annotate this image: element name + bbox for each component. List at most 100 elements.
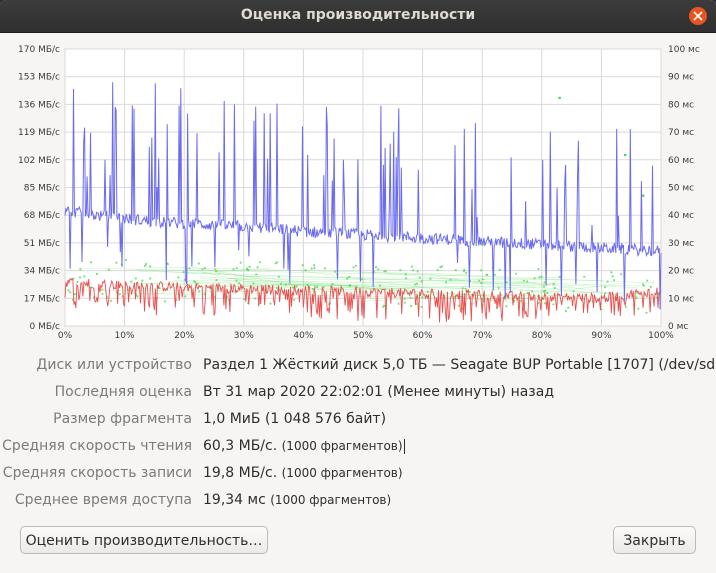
sample-size-value: 1,0 МиБ (1 048 576 байт) — [203, 411, 387, 427]
access-time-point — [334, 270, 337, 273]
access-time-point — [624, 305, 627, 308]
access-time-point — [420, 305, 423, 309]
access-time-point — [418, 276, 421, 279]
y-tick-label-right: 0 мс — [668, 322, 688, 332]
info-row-device: Диск или устройство Раздел 1 Жёсткий дис… — [0, 353, 716, 377]
access-time-link — [443, 279, 641, 287]
access-time-point — [275, 287, 278, 290]
access-time-point — [642, 284, 646, 287]
info-row-last-benchmark: Последняя оценка Вт 31 мар 2020 22:02:01… — [0, 380, 716, 404]
access-time-point — [505, 305, 508, 308]
y-tick-label-right: 80 мс — [668, 100, 694, 110]
access-time-point — [269, 302, 272, 305]
access-time-point — [311, 288, 314, 291]
access-time-point — [533, 277, 536, 280]
access-time-point — [177, 276, 180, 279]
access-time-point — [149, 265, 152, 268]
access-time-link — [502, 290, 601, 301]
access-time-point — [480, 269, 483, 272]
access-time-point — [498, 268, 501, 271]
access-time-point — [232, 268, 235, 271]
titlebar: Оценка производительности — [0, 0, 716, 33]
access-time-link — [543, 279, 563, 287]
close-button[interactable]: Закрыть — [613, 526, 696, 554]
access-time-point — [410, 265, 413, 268]
x-tick-label: 10% — [115, 331, 135, 341]
y-tick-label-right: 50 мс — [668, 184, 694, 194]
access-time-point — [203, 266, 206, 270]
access-time-link — [175, 280, 423, 283]
access-time-point — [410, 304, 413, 308]
access-time-point — [620, 273, 623, 276]
access-time-point — [188, 267, 191, 270]
access-time-link — [386, 273, 642, 298]
access-time-link — [138, 270, 637, 288]
y-tick-label-right: 90 мс — [668, 73, 694, 83]
device-value: Раздел 1 Жёсткий диск 5,0 ТБ — Seagate B… — [203, 357, 716, 373]
access-time-link — [218, 267, 227, 275]
access-time-point — [454, 269, 457, 272]
access-time-point — [215, 279, 218, 282]
access-time-point — [405, 277, 408, 280]
access-time-link — [144, 282, 536, 288]
access-time-point — [377, 268, 380, 271]
write-rate-label: Средняя скорость записи — [2, 465, 192, 481]
access-time-point — [354, 264, 357, 267]
access-time-point — [493, 273, 496, 276]
access-time-point — [649, 285, 652, 288]
access-time-point — [604, 286, 607, 289]
access-time-point — [238, 282, 241, 285]
start-benchmark-button[interactable]: Оценить производительность… — [20, 526, 268, 554]
y-tick-label-left: 0 МБ/с — [29, 322, 60, 332]
x-tick-label: 40% — [293, 331, 313, 341]
access-time-point — [196, 282, 199, 285]
access-time-point — [558, 96, 561, 100]
access-time-point — [248, 265, 251, 268]
access-time-point — [611, 275, 614, 278]
access-time-point — [322, 285, 325, 289]
info-row-sample-size: Размер фрагмента 1,0 МиБ (1 048 576 байт… — [0, 407, 716, 431]
access-time-point — [316, 286, 319, 289]
access-time-point — [201, 268, 204, 271]
access-time-point — [505, 281, 508, 284]
access-time-point — [404, 273, 407, 276]
access-time-point — [239, 261, 242, 264]
access-time-point — [409, 296, 412, 299]
x-tick-label: 50% — [353, 331, 373, 341]
access-time-point — [567, 306, 570, 309]
sample-size-label: Размер фрагмента — [53, 411, 192, 427]
access-time-point — [348, 275, 351, 279]
access-time-point — [89, 261, 93, 264]
window-title: Оценка производительности — [240, 7, 476, 23]
access-time-point — [277, 275, 280, 278]
access-time-point — [538, 276, 541, 279]
y-tick-label-right: 30 мс — [668, 239, 694, 249]
y-tick-label-left: 68 МБ/с — [24, 211, 60, 221]
access-time-point — [284, 283, 287, 286]
x-tick-label: 70% — [472, 331, 492, 341]
close-window-button[interactable] — [689, 7, 707, 25]
access-time-point — [540, 275, 543, 278]
read-rate-label: Средняя скорость чтения — [2, 438, 192, 454]
access-time-point — [463, 268, 466, 271]
access-time-point — [214, 268, 217, 271]
x-tick-label: 90% — [591, 331, 611, 341]
access-time-point — [531, 290, 534, 293]
access-time-link — [506, 280, 594, 291]
access-time-point — [274, 262, 277, 265]
read-rate-line — [64, 82, 662, 310]
access-time-link — [361, 272, 656, 284]
access-time-point — [445, 281, 448, 284]
write-rate-line — [64, 277, 662, 323]
access-time-point — [497, 286, 500, 289]
access-time-point — [313, 285, 316, 289]
access-time-point — [526, 291, 529, 295]
write-rate-value: 19,8 МБ/с. (1000 фрагментов) — [203, 465, 403, 481]
access-time-point — [255, 273, 258, 276]
y-tick-label-right: 100 мс — [668, 45, 700, 55]
access-time-point — [411, 269, 415, 272]
access-time-point — [416, 270, 419, 273]
x-tick-label: 100% — [648, 331, 674, 341]
access-time-point — [572, 290, 575, 293]
y-tick-label-left: 102 МБ/с — [18, 156, 60, 166]
